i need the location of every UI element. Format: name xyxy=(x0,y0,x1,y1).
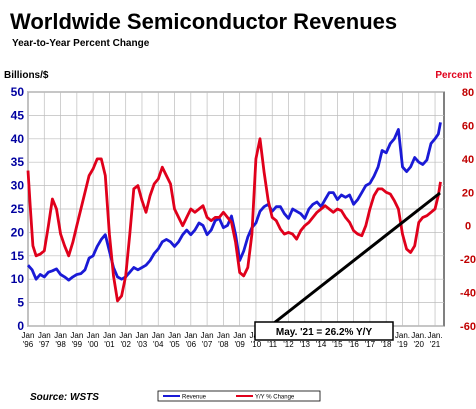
x-tick-label-month: Jan xyxy=(103,331,116,340)
right-tick-label: 60 xyxy=(462,120,474,132)
x-tick-label-month: Jan xyxy=(38,331,51,340)
x-tick-label-month: Jan. xyxy=(427,331,442,340)
source-note: Source: WSTS xyxy=(30,392,99,403)
chart-subtitle: Year-to-Year Percent Change xyxy=(12,38,150,49)
x-tick-label-year: '16 xyxy=(348,340,359,349)
series-lines xyxy=(26,122,442,303)
left-tick-label: 35 xyxy=(11,155,25,169)
right-tick-label: 0 xyxy=(465,221,471,233)
yoy-change-line xyxy=(26,137,442,303)
x-tick-label-year: '05 xyxy=(169,340,180,349)
x-tick-label-year: '03 xyxy=(137,340,148,349)
right-tick-label: 20 xyxy=(462,187,474,199)
x-tick-label-year: '97 xyxy=(39,340,50,349)
x-tick-label-year: '21 xyxy=(430,340,441,349)
x-tick-label-month: Jan xyxy=(217,331,230,340)
x-tick-label-year: '20 xyxy=(414,340,425,349)
x-tick-label-year: '99 xyxy=(72,340,83,349)
x-tick-label-year: '19 xyxy=(397,340,408,349)
x-axis-ticks: Jan'96Jan'97Jan'98Jan'99Jan'00Jan'01Jan'… xyxy=(22,331,443,349)
left-tick-label: 40 xyxy=(11,132,25,146)
x-tick-label-month: Jan xyxy=(201,331,214,340)
x-tick-label-year: '18 xyxy=(381,340,392,349)
left-tick-label: 10 xyxy=(11,272,25,286)
revenue-line xyxy=(26,122,442,282)
right-tick-label: -40 xyxy=(460,288,476,300)
left-tick-label: 45 xyxy=(11,108,25,122)
annotation-box xyxy=(254,321,394,341)
x-tick-label-month: Jan xyxy=(168,331,181,340)
x-tick-label-month: Jan xyxy=(136,331,149,340)
x-tick-label-month: Jan xyxy=(233,331,246,340)
legend-label-revenue: Revenue xyxy=(182,395,207,401)
x-tick-label-year: '04 xyxy=(153,340,164,349)
x-tick-label-year: '11 xyxy=(267,340,277,349)
right-tick-label: -20 xyxy=(460,254,476,266)
left-tick-label: 20 xyxy=(11,225,25,239)
annotation-pointer-line xyxy=(273,191,441,325)
x-tick-label-year: '14 xyxy=(316,340,327,349)
left-axis-ticks: 0 5 10 15 20 25 30 35 40 45 50 xyxy=(11,85,25,333)
x-tick-label-month: Jan xyxy=(22,331,35,340)
right-axis-ticks: -60 -40 -20 0 20 40 60 80 xyxy=(460,87,476,333)
x-tick-label-month: Jan xyxy=(119,331,132,340)
x-tick-label-year: '06 xyxy=(186,340,197,349)
x-tick-label-year: '12 xyxy=(283,340,294,349)
x-tick-label-month: Jan. xyxy=(395,331,410,340)
x-tick-label-year: '96 xyxy=(23,340,34,349)
left-tick-label: 0 xyxy=(17,319,24,333)
x-tick-label-year: '02 xyxy=(120,340,131,349)
x-tick-label-month: Jan xyxy=(184,331,197,340)
x-tick-label-month: Jan xyxy=(152,331,165,340)
right-tick-label: 40 xyxy=(462,154,474,166)
x-tick-label-year: '15 xyxy=(332,340,343,349)
left-tick-label: 25 xyxy=(11,202,25,216)
x-tick-label-year: '10 xyxy=(251,340,262,349)
x-tick-label-month: Jan xyxy=(87,331,100,340)
x-tick-label-month: Jan xyxy=(70,331,83,340)
left-tick-label: 15 xyxy=(11,249,25,263)
left-tick-label: 50 xyxy=(11,85,25,99)
left-tick-label: 5 xyxy=(17,296,24,310)
x-tick-label-month: Jan. xyxy=(411,331,426,340)
annotation-text: May. '21 = 26.2% Y/Y xyxy=(276,327,373,338)
right-tick-label: -60 xyxy=(460,321,476,333)
x-tick-label-year: '17 xyxy=(365,340,376,349)
legend: Revenue Y/Y % Change xyxy=(157,390,321,402)
left-axis-title: Billions/$ xyxy=(4,70,49,81)
x-tick-label-year: '98 xyxy=(55,340,66,349)
legend-label-yoy: Y/Y % Change xyxy=(255,395,295,401)
x-tick-label-month: Jan xyxy=(54,331,67,340)
chart-title: Worldwide Semiconductor Revenues xyxy=(10,9,397,34)
x-tick-label-year: '09 xyxy=(234,340,245,349)
x-tick-label-year: '07 xyxy=(202,340,213,349)
x-tick-label-year: '01 xyxy=(104,340,115,349)
right-tick-label: 80 xyxy=(462,87,474,99)
left-tick-label: 30 xyxy=(11,179,25,193)
x-tick-label-year: '00 xyxy=(88,340,99,349)
right-axis-title: Percent xyxy=(435,70,472,81)
x-tick-label-year: '13 xyxy=(300,340,311,349)
x-tick-label-year: '08 xyxy=(218,340,229,349)
